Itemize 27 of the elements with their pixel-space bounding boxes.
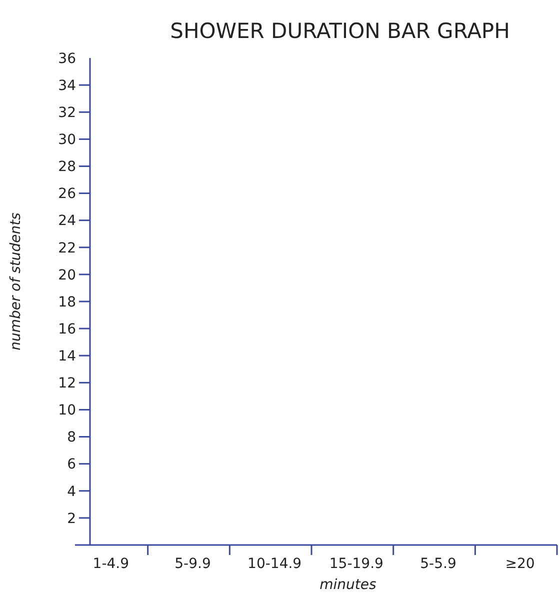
y-tick-label: 28 [58, 159, 76, 176]
x-tick-label: 5-5.9 [420, 556, 456, 572]
y-tick-label: 18 [58, 294, 76, 310]
y-tick-label: 30 [58, 132, 76, 148]
x-tick-label: 10-14.9 [248, 556, 302, 572]
y-tick-label: 14 [58, 348, 76, 365]
y-tick-label: 26 [58, 186, 76, 202]
y-tick-label: 12 [58, 376, 76, 392]
y-tick-label: 4 [67, 484, 76, 500]
x-tick-label: 1-4.9 [92, 556, 130, 572]
y-tick-label: 36 [58, 50, 76, 67]
x-tick-label: 5-9.9 [174, 556, 211, 572]
x-tick-label: ≥20 [505, 556, 535, 572]
y-tick-label: 10 [58, 402, 76, 419]
x-tick-label: 15-19.9 [329, 556, 384, 572]
y-tick-label: 22 [58, 240, 76, 256]
y-tick-label: 32 [58, 105, 76, 122]
y-tick-label: 6 [67, 456, 76, 473]
y-tick-label: 24 [58, 213, 76, 230]
y-tick-label: 2 [67, 510, 76, 527]
y-tick-label: 20 [58, 267, 76, 284]
y-tick-label: 34 [58, 78, 76, 94]
y-tick-label: 8 [67, 430, 76, 446]
y-axis-title: number of students [8, 212, 24, 350]
chart-title: SHOWER DURATION BAR GRAPH [170, 19, 510, 43]
x-axis-title: minutes [320, 577, 376, 593]
y-tick-label: 16 [58, 321, 76, 338]
